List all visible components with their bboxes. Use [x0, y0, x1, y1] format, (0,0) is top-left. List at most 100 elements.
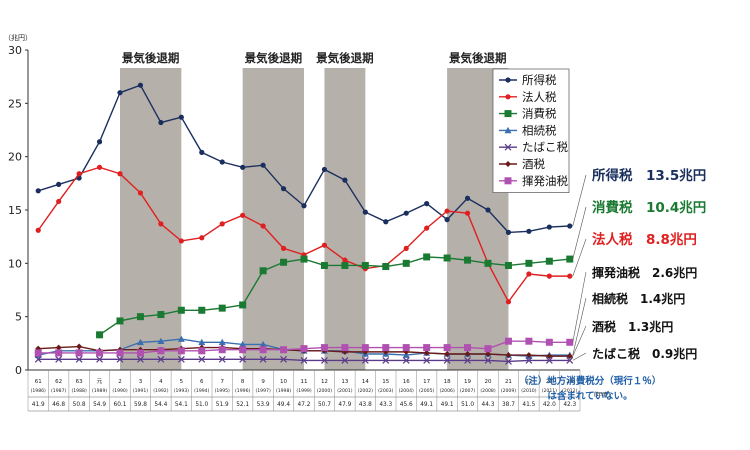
data-point: [484, 259, 492, 267]
data-point: [55, 349, 63, 357]
data-point: [423, 253, 431, 261]
data-point: [136, 349, 144, 357]
x-tick-year: (2012): [562, 388, 577, 394]
x-tick-era: 11: [301, 379, 308, 385]
x-tick-era: 15: [382, 379, 389, 385]
legend-label: 相続税: [522, 123, 557, 137]
x-total-value: 42.3: [563, 402, 576, 408]
x-tick-year: (1994): [194, 388, 209, 394]
x-tick-era: 12: [321, 379, 328, 385]
data-point: [361, 261, 369, 269]
x-tick-era: 5: [180, 379, 184, 385]
data-point: [259, 346, 267, 354]
x-tick-era: 19: [464, 379, 471, 385]
x-total-value: 49.4: [277, 402, 290, 408]
leader-line: [572, 325, 587, 357]
legend-item: 消費税: [499, 107, 557, 121]
data-point: [567, 223, 573, 229]
x-tick-year: (2009): [501, 388, 516, 394]
data-point: [342, 177, 348, 183]
data-point: [443, 254, 451, 262]
data-point: [259, 355, 267, 363]
data-point: [34, 355, 42, 363]
x-tick-era: 62: [55, 379, 62, 385]
end-label-酒税: 酒税 1.3兆円: [592, 319, 673, 334]
data-point: [158, 221, 164, 227]
x-total-value: 45.6: [400, 402, 413, 408]
data-point: [545, 338, 553, 346]
data-point: [443, 356, 451, 364]
y-tick-label: 5: [15, 311, 22, 324]
data-point: [158, 119, 164, 126]
data-point: [526, 271, 532, 277]
data-point: [76, 175, 82, 181]
data-point: [178, 114, 184, 120]
data-point: [361, 356, 369, 364]
x-tick-year: (2005): [419, 388, 434, 394]
data-point: [239, 346, 247, 354]
data-point: [218, 338, 226, 346]
recession-label: 景気後退期: [315, 51, 374, 65]
x-tick-era: 16: [403, 379, 410, 385]
data-point: [464, 356, 471, 364]
x-tick-year: (2007): [460, 388, 475, 394]
data-point: [136, 313, 144, 321]
end-label-たばこ税: たばこ税 0.9兆円: [592, 346, 697, 361]
data-point: [240, 212, 246, 218]
data-point: [157, 337, 165, 344]
data-point: [240, 164, 246, 170]
data-point: [239, 340, 247, 348]
data-point: [566, 356, 574, 364]
leader-line: [572, 352, 587, 361]
data-point: [300, 255, 308, 263]
x-tick-year: (1989): [92, 388, 107, 394]
series-所得税: [35, 82, 573, 235]
data-point: [321, 356, 328, 364]
data-point: [362, 209, 368, 215]
data-point: [505, 229, 512, 235]
data-point: [403, 245, 409, 251]
recession-label: 景気後退期: [244, 51, 303, 65]
data-point: [177, 347, 185, 355]
x-tick-year: (2011): [542, 388, 557, 394]
data-point: [505, 299, 512, 305]
data-point: [464, 195, 471, 201]
data-point: [525, 337, 533, 345]
data-point: [423, 349, 430, 356]
x-tick-year: (2002): [358, 388, 373, 394]
data-point: [504, 110, 512, 118]
legend-item: たばこ税: [499, 140, 568, 154]
data-point: [505, 77, 511, 83]
data-point: [341, 356, 349, 364]
x-total-value: 46.8: [52, 402, 65, 408]
x-total-value: 54.4: [154, 402, 167, 408]
x-tick-era: 元: [97, 378, 103, 385]
data-point: [464, 351, 471, 357]
x-tick-era: 8: [241, 379, 245, 385]
data-point: [321, 242, 328, 248]
x-tick-era: 17: [423, 379, 430, 385]
data-point: [75, 349, 83, 357]
x-tick-year: (2004): [399, 388, 414, 394]
leader-line: [572, 238, 587, 277]
data-point: [526, 228, 532, 234]
data-point: [566, 255, 574, 263]
x-tick-era: 6: [200, 379, 204, 385]
legend-label: 法人税: [522, 90, 557, 104]
data-point: [280, 245, 287, 251]
x-tick-year: (1998): [276, 388, 291, 394]
x-tick-year: (1986): [31, 388, 46, 394]
x-tick-era: 4: [159, 379, 163, 385]
data-point: [546, 224, 552, 230]
data-point: [383, 219, 389, 225]
data-point: [300, 356, 308, 364]
data-point: [116, 355, 124, 363]
data-point: [55, 355, 63, 363]
recession-label: 景気後退期: [121, 51, 180, 65]
end-label-所得税: 所得税 13.5兆円: [592, 167, 706, 184]
data-point: [545, 356, 553, 364]
data-point: [260, 162, 266, 168]
data-point: [444, 208, 450, 214]
